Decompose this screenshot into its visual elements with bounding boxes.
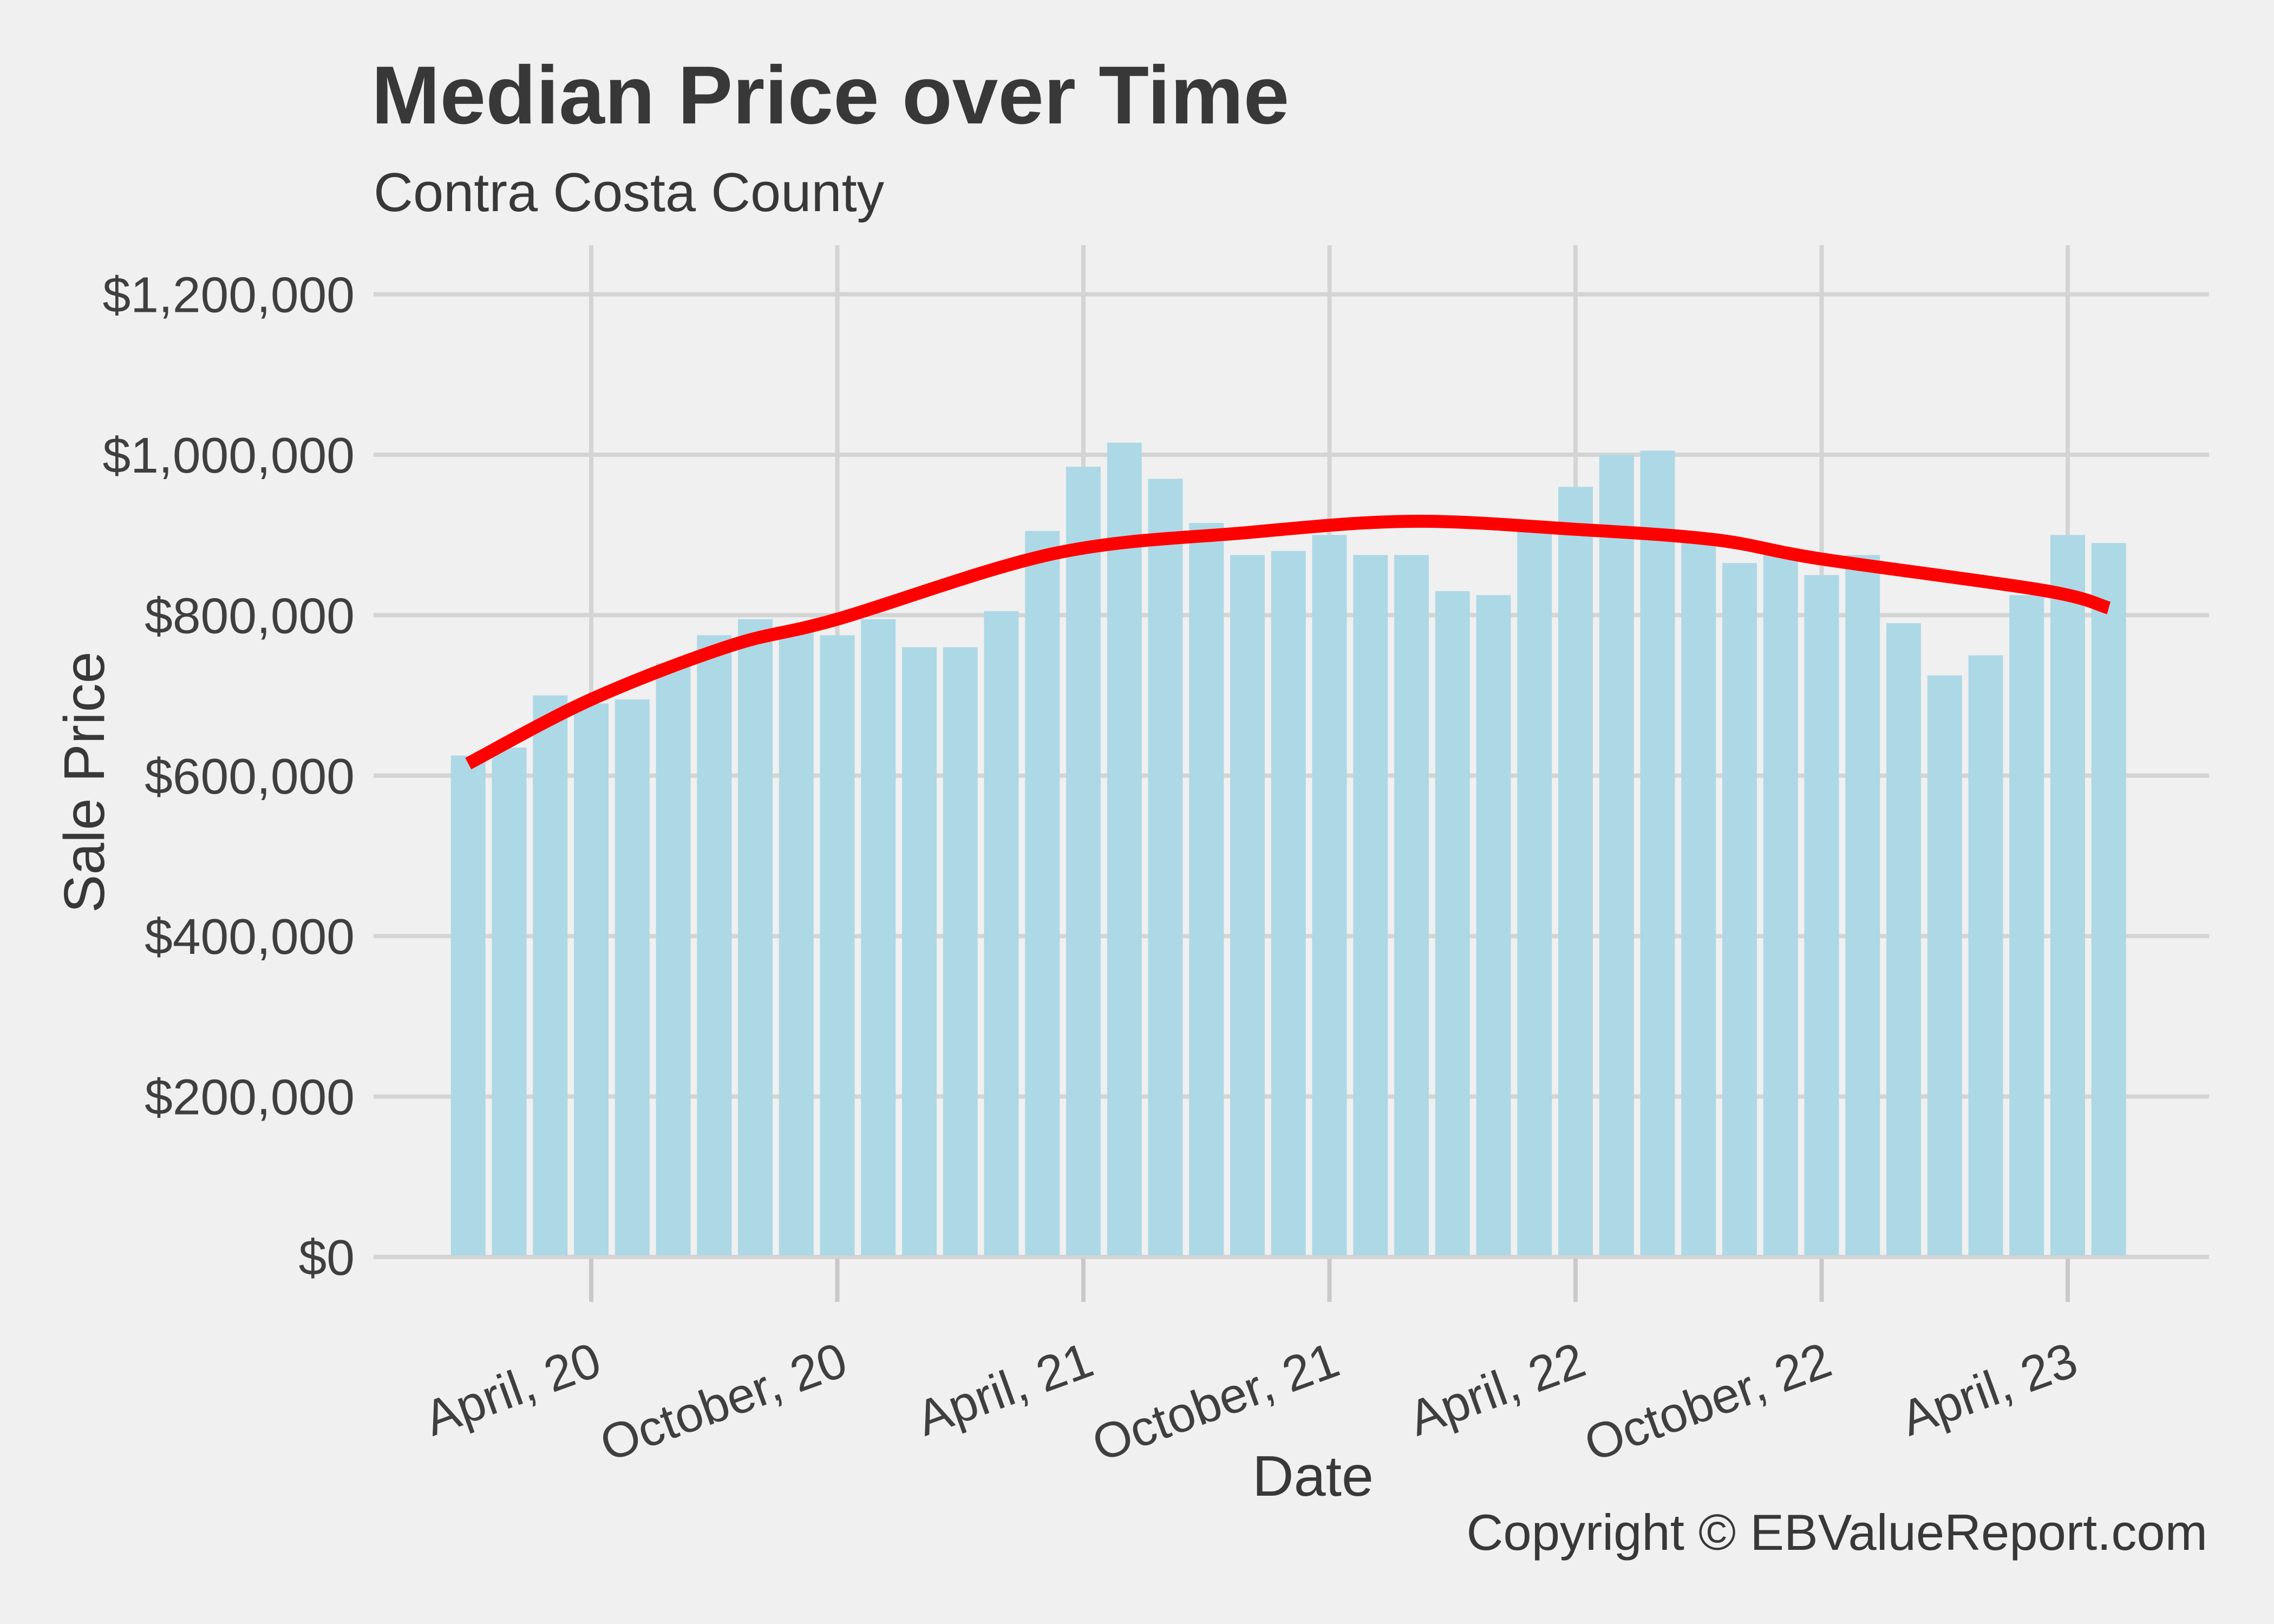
trend-line: [465, 514, 2111, 770]
bar-Feb-2020: [492, 747, 527, 1255]
bar-Dec-2020: [902, 647, 937, 1255]
bar-Nov-2022: [1845, 555, 1880, 1255]
bar-Mar-2023: [2009, 595, 2044, 1255]
bars-layer: [450, 442, 2126, 1256]
bar-May-2022: [1599, 455, 1634, 1255]
bar-Jul-2021: [1189, 522, 1224, 1255]
bar-Feb-2023: [1968, 655, 2003, 1255]
y-tick-label-1000000: $1,000,000: [103, 427, 355, 483]
bar-Jan-2020: [450, 755, 486, 1255]
y-tick-label-1200000: $1,200,000: [103, 267, 355, 323]
bar-Apr-2021: [1066, 467, 1101, 1255]
y-tick-label-800000: $800,000: [145, 587, 355, 644]
bar-Sep-2022: [1763, 555, 1798, 1255]
bar-Feb-2021: [984, 611, 1019, 1255]
bar-Oct-2022: [1804, 575, 1839, 1255]
bar-Aug-2021: [1230, 555, 1265, 1255]
x-tick-label-April-22: April, 22: [1402, 1332, 1592, 1446]
x-axis-title: Date: [1252, 1444, 1374, 1508]
bar-Sep-2021: [1271, 551, 1306, 1255]
copyright-text: Copyright © EBValueReport.com: [1467, 1504, 2207, 1561]
bar-Aug-2020: [738, 619, 773, 1255]
trend-line-layer: [465, 514, 2111, 770]
y-tick-label-200000: $200,000: [145, 1069, 355, 1125]
bar-Oct-2021: [1312, 535, 1347, 1256]
y-tick-label-0: $0: [299, 1229, 355, 1286]
x-tick-label-April-20: April, 20: [417, 1332, 608, 1446]
bar-Mar-2020: [533, 695, 568, 1255]
bar-Mar-2022: [1517, 531, 1552, 1255]
x-tick-label-October-20: October, 20: [593, 1332, 854, 1472]
bar-Apr-2022: [1558, 487, 1593, 1255]
bar-Nov-2020: [861, 619, 896, 1255]
bar-Jan-2023: [1927, 675, 1962, 1255]
y-axis-title: Sale Price: [53, 651, 116, 913]
y-tick-label-600000: $600,000: [145, 748, 355, 804]
bar-Dec-2022: [1886, 623, 1921, 1255]
bar-Jun-2020: [656, 663, 691, 1255]
bar-Jan-2022: [1435, 591, 1470, 1255]
bar-Apr-2023: [2050, 535, 2085, 1256]
bar-Aug-2022: [1722, 563, 1757, 1255]
bar-Dec-2021: [1394, 555, 1429, 1255]
bar-Sep-2020: [779, 631, 814, 1255]
x-tick-label-October-22: October, 22: [1577, 1332, 1838, 1472]
x-tick-label-April-23: April, 23: [1894, 1332, 2084, 1446]
chart-subtitle: Contra Costa County: [374, 162, 885, 223]
x-tick-label-April-21: April, 21: [910, 1332, 1100, 1446]
bar-Jul-2022: [1681, 535, 1716, 1256]
bar-May-2023: [2091, 543, 2126, 1255]
bar-Mar-2021: [1025, 531, 1060, 1255]
bar-Feb-2022: [1476, 595, 1511, 1255]
bar-May-2020: [615, 699, 650, 1255]
bar-Jan-2021: [943, 647, 978, 1255]
bar-Jun-2021: [1148, 479, 1183, 1256]
bar-Apr-2020: [574, 703, 609, 1255]
bar-Jun-2022: [1640, 450, 1675, 1255]
chart-title: Median Price over Time: [371, 49, 1289, 141]
bar-Oct-2020: [820, 635, 855, 1255]
bar-May-2021: [1107, 442, 1142, 1255]
axis-ticks-layer: [589, 1259, 2070, 1302]
bar-Nov-2021: [1353, 555, 1388, 1255]
y-tick-label-400000: $400,000: [145, 908, 355, 965]
bar-Jul-2020: [697, 635, 732, 1255]
